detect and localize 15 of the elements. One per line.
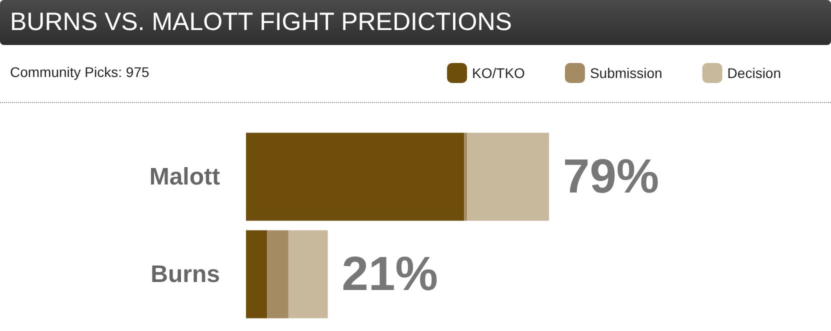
- chart-title: BURNS VS. MALOTT FIGHT PREDICTIONS: [0, 0, 831, 45]
- legend-label: Decision: [727, 65, 782, 81]
- text: Community Picks: 975: [10, 64, 150, 80]
- legend-label: Submission: [590, 65, 662, 81]
- y-tick-label: Malott: [149, 163, 220, 190]
- annotation: 21%: [342, 248, 438, 301]
- annotation: 79%: [563, 150, 660, 204]
- bar: [267, 230, 288, 318]
- bar: [246, 230, 268, 318]
- bar: [464, 132, 468, 221]
- bar: [288, 230, 328, 318]
- legend-label: KO/TKO: [472, 65, 526, 81]
- bar: [467, 132, 549, 221]
- y-tick-label: Burns: [150, 260, 220, 288]
- bar: [246, 132, 464, 221]
